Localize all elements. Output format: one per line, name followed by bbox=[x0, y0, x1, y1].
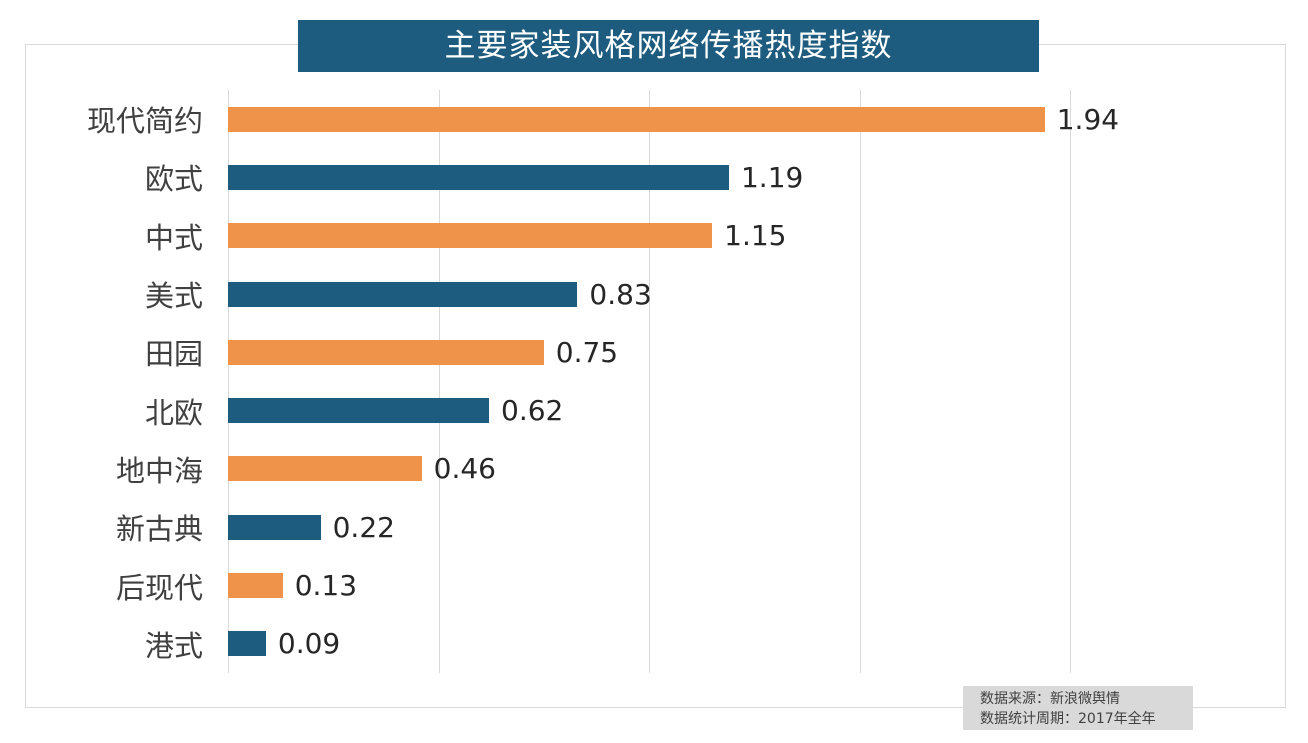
value-label: 0.22 bbox=[332, 510, 395, 544]
category-label: 新古典 bbox=[115, 512, 203, 547]
bar-row: 0.22 bbox=[228, 498, 1070, 556]
value-label: 0.83 bbox=[589, 277, 652, 311]
bar-rows: 1.94 1.19 1.15 0.83 0.75 0.62 0.46 0.22 0.13 0.09 bbox=[228, 90, 1119, 673]
bar bbox=[228, 456, 422, 482]
bar bbox=[228, 398, 490, 424]
bar-row: 1.94 bbox=[228, 90, 1119, 148]
data-source-note: 数据来源：新浪微舆情 数据统计周期：2017年全年 bbox=[963, 686, 1193, 730]
category-label: 欧式 bbox=[144, 162, 203, 197]
category-label: 现代简约 bbox=[86, 104, 203, 139]
value-label: 0.09 bbox=[277, 627, 341, 661]
bar bbox=[228, 514, 321, 540]
bar bbox=[228, 106, 1045, 132]
bar-row: 0.75 bbox=[228, 323, 1070, 381]
gridline bbox=[649, 90, 650, 673]
value-label: 1.15 bbox=[724, 219, 787, 253]
chart-title: 主要家装风格网络传播热度指数 bbox=[298, 20, 1039, 72]
gridline bbox=[1070, 90, 1071, 673]
gridline bbox=[859, 90, 861, 673]
data-period-line: 数据统计周期：2017年全年 bbox=[980, 711, 1156, 727]
bar bbox=[228, 223, 713, 249]
bar-row: 0.13 bbox=[228, 556, 1070, 614]
bar bbox=[228, 281, 578, 307]
value-label: 1.19 bbox=[740, 160, 804, 194]
data-source-line: 数据来源：新浪微舆情 bbox=[980, 691, 1120, 707]
category-axis: 现代简约欧式中式美式田园北欧地中海新古典后现代港式 bbox=[25, 90, 203, 673]
bar bbox=[228, 631, 266, 657]
bar-row: 0.83 bbox=[228, 265, 1070, 323]
value-label: 0.75 bbox=[555, 335, 619, 369]
category-label: 地中海 bbox=[115, 453, 203, 488]
plot-area: 1.94 1.19 1.15 0.83 0.75 0.62 0.46 0.22 0.13 0.09 bbox=[228, 90, 1119, 673]
category-label: 中式 bbox=[144, 220, 203, 255]
value-label: 0.46 bbox=[433, 452, 496, 486]
gridline bbox=[228, 90, 229, 673]
bar bbox=[228, 339, 544, 365]
bar-row: 1.15 bbox=[228, 207, 1070, 265]
bar bbox=[228, 164, 729, 190]
value-label: 0.62 bbox=[501, 394, 564, 428]
category-label: 美式 bbox=[144, 279, 203, 314]
value-label: 0.13 bbox=[294, 569, 358, 603]
value-label: 1.94 bbox=[1056, 102, 1120, 136]
bar bbox=[228, 573, 283, 599]
category-label: 田园 bbox=[144, 337, 203, 372]
bar-row: 0.09 bbox=[228, 615, 1070, 673]
gridlines bbox=[228, 90, 1071, 673]
bar-row: 0.62 bbox=[228, 381, 1070, 439]
bar-row: 0.46 bbox=[228, 440, 1070, 498]
bar-row: 1.19 bbox=[228, 148, 1070, 206]
category-label: 港式 bbox=[144, 628, 203, 663]
category-label: 后现代 bbox=[115, 570, 203, 605]
category-label: 北欧 bbox=[144, 395, 203, 430]
gridline bbox=[438, 90, 440, 673]
